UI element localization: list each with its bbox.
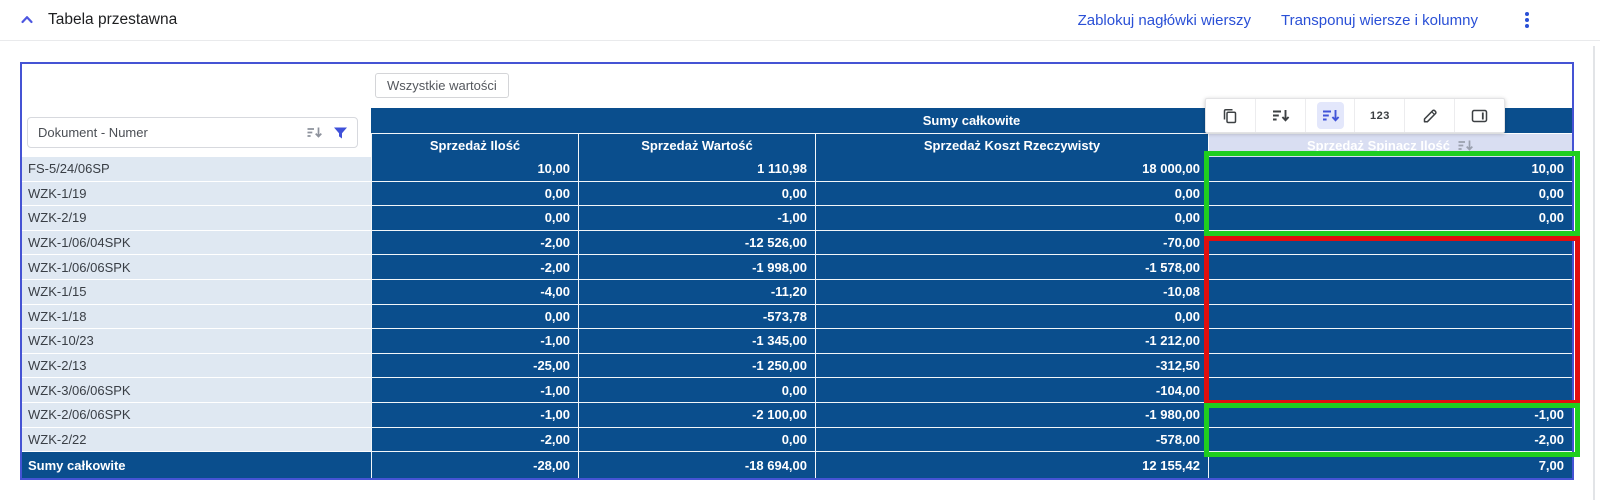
row-label[interactable]: WZK-3/06/06SPK — [22, 378, 371, 403]
data-cell[interactable]: 0,00 — [371, 206, 578, 231]
data-cell[interactable]: -2,00 — [371, 230, 578, 256]
copy-icon[interactable] — [1206, 99, 1256, 132]
sort-lines-icon[interactable] — [1256, 99, 1306, 132]
data-cell[interactable]: -1,00 — [371, 378, 578, 403]
row-label[interactable]: WZK-2/19 — [22, 206, 371, 231]
data-cell[interactable]: -578,00 — [815, 427, 1208, 453]
active-button-highlight — [1316, 102, 1344, 129]
row-label[interactable]: WZK-1/06/04SPK — [22, 230, 371, 256]
row-label[interactable]: WZK-1/06/06SPK — [22, 255, 371, 280]
data-cell[interactable]: -2,00 — [371, 255, 578, 280]
data-cell[interactable]: 0,00 — [815, 206, 1208, 231]
row-label[interactable]: WZK-1/15 — [22, 279, 371, 305]
row-label[interactable]: WZK-10/23 — [22, 329, 371, 354]
data-cell[interactable]: -573,78 — [578, 304, 815, 330]
data-cell[interactable]: -1 345,00 — [578, 329, 815, 354]
data-cell[interactable]: -1 212,00 — [815, 329, 1208, 354]
row-field-box[interactable]: Dokument - Numer — [27, 117, 358, 148]
page-title: Tabela przestawna — [48, 11, 178, 28]
pivot-grid: Wszystkie wartości Dokument - Numer — [22, 64, 1572, 478]
data-cell[interactable]: -10,08 — [815, 279, 1208, 305]
data-cell[interactable]: 10,00 — [1208, 157, 1572, 182]
data-cell[interactable] — [1208, 304, 1572, 330]
row-field-label: Dokument - Numer — [38, 125, 148, 140]
data-cell[interactable]: -1,00 — [371, 402, 578, 428]
data-cell[interactable]: -104,00 — [815, 378, 1208, 403]
data-cell[interactable] — [1208, 255, 1572, 280]
chevron-up-icon[interactable] — [14, 7, 40, 33]
sort-icon[interactable] — [1457, 138, 1474, 153]
data-cell[interactable]: 0,00 — [578, 427, 815, 453]
data-cell[interactable]: 0,00 — [578, 378, 815, 403]
row-label[interactable]: WZK-2/13 — [22, 353, 371, 379]
data-cell[interactable] — [1208, 353, 1572, 379]
values-strip: Wszystkie wartości — [22, 64, 1572, 108]
data-cell[interactable]: -11,20 — [578, 279, 815, 305]
column-header-sprzedaz-koszt[interactable]: Sprzedaż Koszt Rzeczywisty — [815, 133, 1208, 157]
data-cell[interactable]: 0,00 — [371, 304, 578, 330]
selected-column-label: Sprzedaż Spinacz Ilość — [1306, 138, 1451, 153]
column-header-sprzedaz-ilosc[interactable]: Sprzedaż Ilość — [371, 133, 578, 157]
data-cell[interactable] — [1208, 329, 1572, 354]
top-header-bar: Tabela przestawna Zablokuj nagłówki wier… — [0, 0, 1600, 41]
data-cell[interactable]: 0,00 — [578, 181, 815, 207]
total-cell: 12 155,42 — [815, 452, 1208, 478]
data-cell[interactable] — [1208, 230, 1572, 256]
label-123: 123 — [1369, 109, 1390, 122]
column-header-sprzedaz-spinacz-ilosc[interactable]: Sprzedaż Spinacz Ilość — [1208, 133, 1572, 157]
number-format-123-icon[interactable]: 123 — [1355, 99, 1406, 132]
panel-right-icon[interactable] — [1455, 99, 1504, 132]
data-cell[interactable]: 18 000,00 — [815, 157, 1208, 182]
total-cell: 7,00 — [1208, 452, 1572, 478]
row-label[interactable]: WZK-2/22 — [22, 427, 371, 453]
data-cell[interactable]: -1 250,00 — [578, 353, 815, 379]
values-chip[interactable]: Wszystkie wartości — [375, 73, 509, 98]
sort-icon[interactable] — [306, 125, 323, 140]
data-cell[interactable]: -70,00 — [815, 230, 1208, 256]
filter-icon[interactable] — [333, 126, 348, 140]
row-header-cell: Dokument - Numer — [22, 108, 371, 157]
data-cell[interactable]: -312,50 — [815, 353, 1208, 379]
data-cell[interactable]: -1,00 — [578, 206, 815, 231]
data-cell[interactable]: -1 578,00 — [815, 255, 1208, 280]
column-toolbar: 123 — [1205, 98, 1505, 133]
column-header-sprzedaz-wartosc[interactable]: Sprzedaż Wartość — [578, 133, 815, 157]
row-label[interactable]: FS-5/24/06SP — [22, 157, 371, 182]
data-cell[interactable]: -2 100,00 — [578, 402, 815, 428]
sort-lines-active-icon[interactable] — [1306, 99, 1356, 132]
transpose-link[interactable]: Transponuj wiersze i kolumny — [1280, 11, 1478, 29]
data-cell[interactable]: 1 110,98 — [578, 157, 815, 182]
data-cell[interactable]: 0,00 — [1208, 206, 1572, 231]
data-cell[interactable]: 0,00 — [371, 181, 578, 207]
data-cell[interactable]: -12 526,00 — [578, 230, 815, 256]
data-cell[interactable]: -25,00 — [371, 353, 578, 379]
data-cell[interactable]: 0,00 — [1208, 181, 1572, 207]
total-row-label: Sumy całkowite — [22, 452, 371, 478]
data-cell[interactable]: -1 980,00 — [815, 402, 1208, 428]
data-cell[interactable]: -2,00 — [1208, 427, 1572, 453]
data-cell[interactable]: -4,00 — [371, 279, 578, 305]
right-edge-divider — [1593, 46, 1595, 500]
row-label[interactable]: WZK-2/06/06SPK — [22, 402, 371, 428]
edit-pencil-icon[interactable] — [1405, 99, 1456, 132]
data-cell[interactable] — [1208, 279, 1572, 305]
data-cell[interactable]: -1,00 — [371, 329, 578, 354]
data-cell[interactable]: 0,00 — [815, 304, 1208, 330]
lock-row-headers-link[interactable]: Zablokuj nagłówki wierszy — [1077, 11, 1251, 29]
total-cell: -28,00 — [371, 452, 578, 478]
data-cell[interactable] — [1208, 378, 1572, 403]
row-label[interactable]: WZK-1/19 — [22, 181, 371, 207]
data-cell[interactable]: -2,00 — [371, 427, 578, 453]
row-label[interactable]: WZK-1/18 — [22, 304, 371, 330]
total-cell: -18 694,00 — [578, 452, 815, 478]
kebab-menu-icon[interactable] — [1516, 8, 1538, 32]
data-cell[interactable]: 0,00 — [815, 181, 1208, 207]
data-cell[interactable]: -1,00 — [1208, 402, 1572, 428]
data-cell[interactable]: 10,00 — [371, 157, 578, 182]
data-cell[interactable]: -1 998,00 — [578, 255, 815, 280]
